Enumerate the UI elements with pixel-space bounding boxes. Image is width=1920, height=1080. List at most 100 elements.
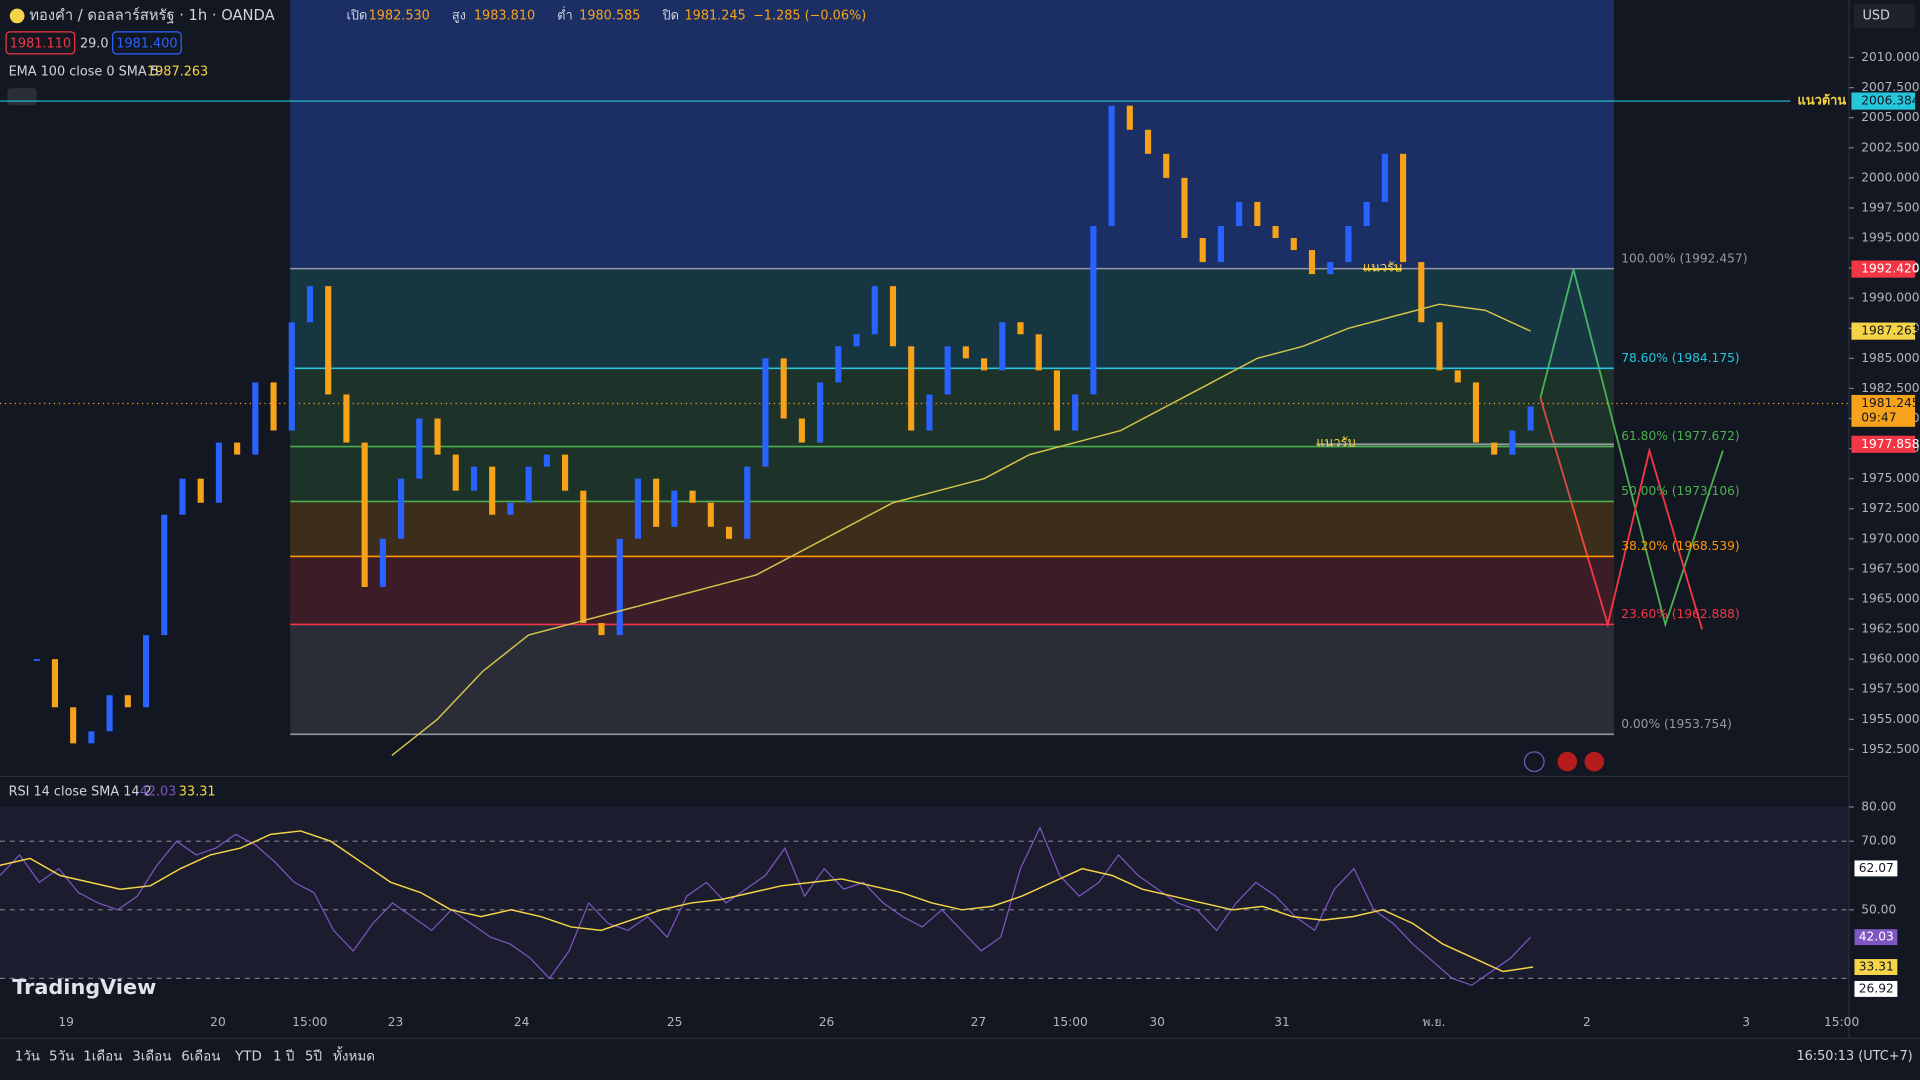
range-button[interactable]: 1เดือน [83, 1049, 122, 1065]
candle [598, 623, 605, 636]
range-button[interactable]: 5วัน [49, 1050, 74, 1065]
symbol-title: ทองคำ / ดอลลาร์สหรัฐ · 1h · OANDA [29, 7, 274, 24]
rsi-ma-value: 33.31 [179, 785, 216, 800]
candle [1035, 334, 1042, 371]
rsi-ma-line [0, 830, 1534, 973]
candle [689, 490, 696, 503]
candle [1053, 370, 1061, 431]
candle [1345, 225, 1352, 263]
candle [725, 526, 733, 539]
candle [634, 478, 641, 539]
candle [1327, 262, 1334, 275]
fib-zone [290, 446, 1614, 502]
price-tick-label: 1960.000 [1861, 652, 1919, 666]
candle [962, 346, 969, 359]
currency-button[interactable] [1853, 3, 1916, 29]
time-label: 26 [819, 1015, 835, 1029]
fib-zone [290, 501, 1614, 557]
time-label: 19 [58, 1015, 74, 1029]
spread: 29.0 [80, 37, 109, 52]
candle [616, 538, 623, 636]
change: −1.285 (−0.06%) [753, 8, 866, 23]
candle [325, 286, 332, 395]
price-tick-label: 1990.000 [1861, 291, 1919, 305]
price-badge-sub: 09:47 [1861, 411, 1896, 425]
fib-label: 23.60% (1962.888) [1621, 607, 1739, 621]
range-button[interactable]: YTD [234, 1050, 262, 1065]
candle [1144, 129, 1152, 154]
candle [981, 358, 988, 371]
range-button[interactable]: 5ปี [305, 1049, 322, 1065]
ohlc-value: 1982.530 [369, 8, 430, 23]
event-icon[interactable] [1557, 751, 1578, 772]
currency[interactable]: USD [1862, 8, 1890, 23]
ohlc-value: 1981.245 [684, 8, 745, 23]
ask-box[interactable] [112, 31, 182, 55]
candle [507, 502, 514, 515]
event-icon[interactable] [1584, 751, 1605, 772]
price-tick-label: 2010.000 [1861, 50, 1919, 64]
price-badge [1851, 260, 1916, 278]
rsi-line [0, 825, 1532, 986]
candle [1290, 238, 1297, 251]
candle [252, 382, 259, 455]
rsi-badge-label: 62.07 [1859, 861, 1894, 875]
support-label: แนวรับ [1316, 436, 1355, 451]
rsi-tick-label: 80.00 [1861, 799, 1896, 813]
candle [1090, 225, 1097, 395]
candle [489, 466, 496, 515]
range-button[interactable]: ทั้งหมด [333, 1046, 375, 1065]
candle [306, 286, 314, 323]
ema-value: 1987.263 [147, 65, 208, 80]
time-label: 24 [514, 1015, 530, 1029]
candle [452, 454, 459, 491]
ema-legend: EMA 100 close 0 SMA 5 [9, 65, 159, 80]
candle [1381, 153, 1388, 202]
rsi-badge [1853, 957, 1899, 977]
range-button[interactable]: 3เดือน [132, 1049, 171, 1065]
event-icon[interactable] [1523, 751, 1545, 773]
candle [1108, 105, 1115, 226]
fib-label: 78.60% (1984.175) [1621, 351, 1739, 365]
time-label: 30 [1149, 1015, 1165, 1029]
range-button[interactable]: 1วัน [15, 1050, 40, 1065]
time-label: 15:00 [292, 1015, 327, 1029]
price-tick-label: 1982.500 [1861, 381, 1919, 395]
price-badge-label: 1977.858 [1861, 437, 1919, 451]
fib-label: 50.00% (1973.106) [1621, 484, 1739, 498]
candle [343, 394, 350, 443]
price-badge-label: 1992.420 [1861, 262, 1919, 276]
price-tick-label: 2005.000 [1861, 110, 1919, 124]
price-tick-label: 1995.000 [1861, 231, 1919, 245]
price-badge [1851, 394, 1916, 427]
candle [999, 322, 1006, 371]
logo: TradingView [12, 975, 156, 999]
range-button[interactable]: 1 ปี [273, 1049, 294, 1065]
price-badge-label: 1981.245 [1861, 396, 1919, 410]
collapse-button[interactable] [7, 88, 37, 106]
candle [798, 418, 805, 443]
ask: 1981.400 [116, 37, 177, 52]
bid-box[interactable] [5, 31, 76, 55]
candle [871, 286, 878, 335]
price-tick-label: 1970.000 [1861, 531, 1919, 545]
ohlc-value: 1983.810 [474, 8, 535, 23]
rsi-value: 42.03 [140, 785, 177, 800]
time-label: 23 [388, 1015, 404, 1029]
rsi-band [0, 806, 1849, 979]
candle [707, 502, 714, 527]
symbol-icon [9, 8, 25, 24]
candle [1472, 382, 1480, 443]
time-label: 25 [667, 1015, 683, 1029]
ohlc-label: ต่ำ [557, 6, 573, 23]
rsi-tick-label: 70.00 [1861, 834, 1896, 848]
candle [908, 346, 915, 431]
candle [543, 454, 550, 467]
price-tick-label: 1997.500 [1861, 200, 1919, 214]
rsi-badge [1853, 859, 1899, 878]
fib-label: 100.00% (1992.457) [1621, 251, 1747, 265]
candle [51, 659, 59, 708]
candle [434, 418, 441, 455]
range-button[interactable]: 6เดือน [181, 1049, 220, 1065]
fib-label: 38.20% (1968.539) [1621, 539, 1739, 553]
